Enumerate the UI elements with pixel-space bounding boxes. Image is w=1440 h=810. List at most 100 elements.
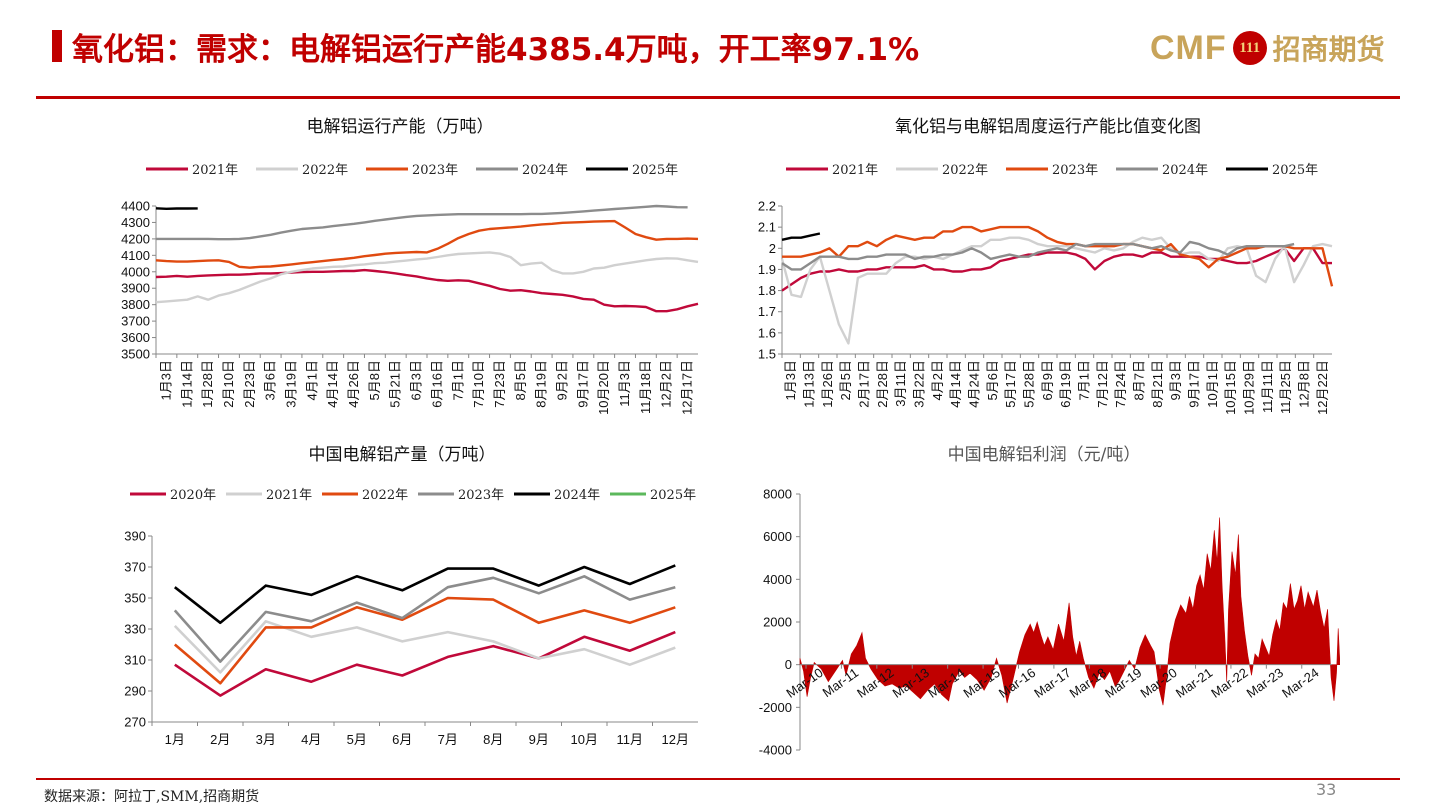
production-legend-label: 2022年 bbox=[362, 488, 408, 503]
production-x-tick-label: 9月 bbox=[529, 732, 549, 747]
profit-x-tick-label: Mar-21 bbox=[1173, 665, 1215, 701]
production-series-2022年 bbox=[173, 596, 676, 685]
capacity-x-tick-label: 4月14日 bbox=[325, 360, 340, 408]
ratio-series-2024年 bbox=[781, 240, 1295, 271]
capacity-x-tick-label: 1月14日 bbox=[179, 360, 194, 408]
production-x-tick-label: 12月 bbox=[662, 732, 689, 747]
production-x-tick-label: 4月 bbox=[301, 732, 321, 747]
capacity-y-tick-label: 4200 bbox=[121, 231, 150, 246]
production-x-tick-label: 2月 bbox=[210, 732, 230, 747]
production-y-tick-label: 350 bbox=[124, 591, 146, 606]
profit-x-tick-label: Mar-22 bbox=[1208, 665, 1250, 701]
capacity-x-tick-label: 2月10日 bbox=[221, 360, 236, 408]
ratio-x-tick-label: 3月22日 bbox=[912, 360, 927, 408]
capacity-x-tick-label: 7月23日 bbox=[492, 360, 507, 408]
capacity-series-2022年 bbox=[155, 251, 699, 304]
production-series-2023年 bbox=[173, 575, 676, 663]
ratio-x-tick-label: 10月15日 bbox=[1223, 360, 1238, 415]
capacity-y-tick-label: 3800 bbox=[121, 297, 150, 312]
ratio-y-tick-label: 2.2 bbox=[758, 199, 776, 214]
ratio-x-tick-label: 2月17日 bbox=[857, 360, 872, 408]
page-number: 33 bbox=[1316, 780, 1337, 799]
ratio-x-tick-label: 4月14日 bbox=[948, 360, 963, 408]
ratio-x-tick-label: 4月2日 bbox=[930, 360, 945, 400]
capacity-y-tick-label: 4100 bbox=[121, 248, 150, 263]
production-y-tick-label: 270 bbox=[124, 715, 146, 730]
ratio-legend-label: 2024年 bbox=[1162, 163, 1208, 178]
production-x-tick-label: 3月 bbox=[256, 732, 276, 747]
production-y-tick-label: 290 bbox=[124, 684, 146, 699]
production-y-tick-label: 370 bbox=[124, 560, 146, 575]
capacity-x-tick-label: 9月2日 bbox=[555, 360, 570, 400]
capacity-x-tick-label: 2月23日 bbox=[242, 360, 257, 408]
capacity-x-tick-label: 10月20日 bbox=[596, 360, 611, 415]
capacity-y-tick-label: 4000 bbox=[121, 264, 150, 279]
ratio-x-tick-label: 5月17日 bbox=[1003, 360, 1018, 408]
capacity-series-2023年 bbox=[155, 219, 699, 269]
profit-area-series bbox=[799, 517, 1340, 706]
capacity-legend-label: 2022年 bbox=[302, 163, 348, 178]
ratio-y-tick-label: 1.5 bbox=[758, 347, 776, 362]
capacity-series-2024年 bbox=[156, 204, 688, 241]
capacity-x-tick-label: 11月3日 bbox=[617, 360, 632, 407]
profit-x-tick-label: Mar-24 bbox=[1279, 665, 1321, 701]
brand-logo: CMF 111 招商期货 bbox=[1150, 28, 1385, 68]
production-x-tick-label: 11月 bbox=[617, 732, 644, 747]
capacity-x-tick-label: 6月16日 bbox=[429, 360, 444, 408]
ratio-legend-label: 2025年 bbox=[1272, 163, 1318, 178]
capacity-legend-label: 2023年 bbox=[412, 163, 458, 178]
header-divider bbox=[36, 96, 1400, 99]
ratio-x-tick-label: 12月8日 bbox=[1297, 360, 1312, 408]
ratio-x-tick-label: 6月9日 bbox=[1040, 360, 1055, 400]
ratio-x-tick-label: 5月28日 bbox=[1022, 360, 1037, 408]
ratio-y-tick-label: 1.6 bbox=[758, 325, 776, 340]
ratio-x-tick-label: 1月3日 bbox=[783, 360, 798, 400]
ratio-title: 氧化铝与电解铝周度运行产能比值变化图 bbox=[895, 117, 1201, 137]
ratio-x-tick-label: 9月3日 bbox=[1168, 360, 1183, 400]
ratio-x-tick-label: 10月1日 bbox=[1205, 360, 1220, 408]
ratio-x-tick-label: 1月26日 bbox=[820, 360, 835, 408]
logo-cmf-text: CMF bbox=[1150, 28, 1227, 67]
capacity-y-tick-label: 3900 bbox=[121, 281, 150, 296]
ratio-x-tick-label: 7月12日 bbox=[1095, 360, 1110, 408]
capacity-y-tick-label: 3500 bbox=[121, 347, 150, 362]
profit-x-tick-label: Mar-17 bbox=[1031, 665, 1073, 701]
profit-y-tick-label: 4000 bbox=[763, 572, 792, 587]
ratio-x-tick-label: 4月24日 bbox=[967, 360, 982, 408]
capacity-legend-label: 2025年 bbox=[632, 163, 678, 178]
capacity-x-tick-label: 4月1日 bbox=[304, 360, 319, 400]
profit-y-tick-label: 0 bbox=[785, 657, 792, 672]
capacity-y-tick-label: 4400 bbox=[121, 199, 150, 214]
capacity-x-tick-label: 5月8日 bbox=[367, 360, 382, 400]
capacity-series-2025年 bbox=[155, 207, 198, 211]
data-source-note: 数据来源：阿拉丁,SMM,招商期货 bbox=[44, 789, 260, 805]
chart-ratio: 氧化铝与电解铝周度运行产能比值变化图 2021年 2022年 2023年 2024年 20… bbox=[758, 117, 1334, 415]
ratio-x-tick-label: 5月6日 bbox=[985, 360, 1000, 400]
production-series-2024年 bbox=[173, 564, 676, 625]
capacity-x-tick-label: 5月21日 bbox=[388, 360, 403, 408]
chart-capacity: 电解铝运行产能（万吨） 2021年 2022年 2023年 2024年 2025年 3500… bbox=[121, 117, 699, 415]
capacity-x-tick-label: 3月6日 bbox=[263, 360, 278, 400]
capacity-x-tick-label: 11月18日 bbox=[638, 360, 653, 414]
ratio-x-tick-label: 7月1日 bbox=[1077, 360, 1092, 400]
profit-title: 中国电解铝利润（元/吨） bbox=[948, 445, 1141, 465]
page-title: 氧化铝：需求：电解铝运行产能4385.4万吨，开工率97.1% bbox=[72, 32, 920, 68]
profit-y-tick-label: 8000 bbox=[763, 487, 792, 502]
ratio-y-tick-label: 1.9 bbox=[758, 262, 776, 277]
ratio-x-tick-label: 7月24日 bbox=[1113, 360, 1128, 408]
production-x-tick-label: 10月 bbox=[571, 732, 598, 747]
production-legend-label: 2020年 bbox=[170, 488, 216, 503]
ratio-x-tick-label: 6月19日 bbox=[1058, 360, 1073, 408]
profit-y-tick-label: -2000 bbox=[759, 700, 792, 715]
ratio-series-2025年 bbox=[781, 232, 821, 241]
capacity-x-tick-label: 12月2日 bbox=[659, 360, 674, 408]
production-legend-label: 2023年 bbox=[458, 488, 504, 503]
ratio-legend-label: 2021年 bbox=[832, 163, 878, 178]
production-x-tick-label: 1月 bbox=[165, 732, 185, 747]
logo-company-name: 招商期货 bbox=[1272, 33, 1385, 66]
ratio-x-tick-label: 2月5日 bbox=[838, 360, 853, 400]
capacity-legend-label: 2024年 bbox=[522, 163, 568, 178]
production-x-tick-label: 6月 bbox=[392, 732, 412, 747]
profit-x-tick-label: Mar-23 bbox=[1244, 665, 1286, 701]
production-series-2020年 bbox=[174, 630, 676, 697]
